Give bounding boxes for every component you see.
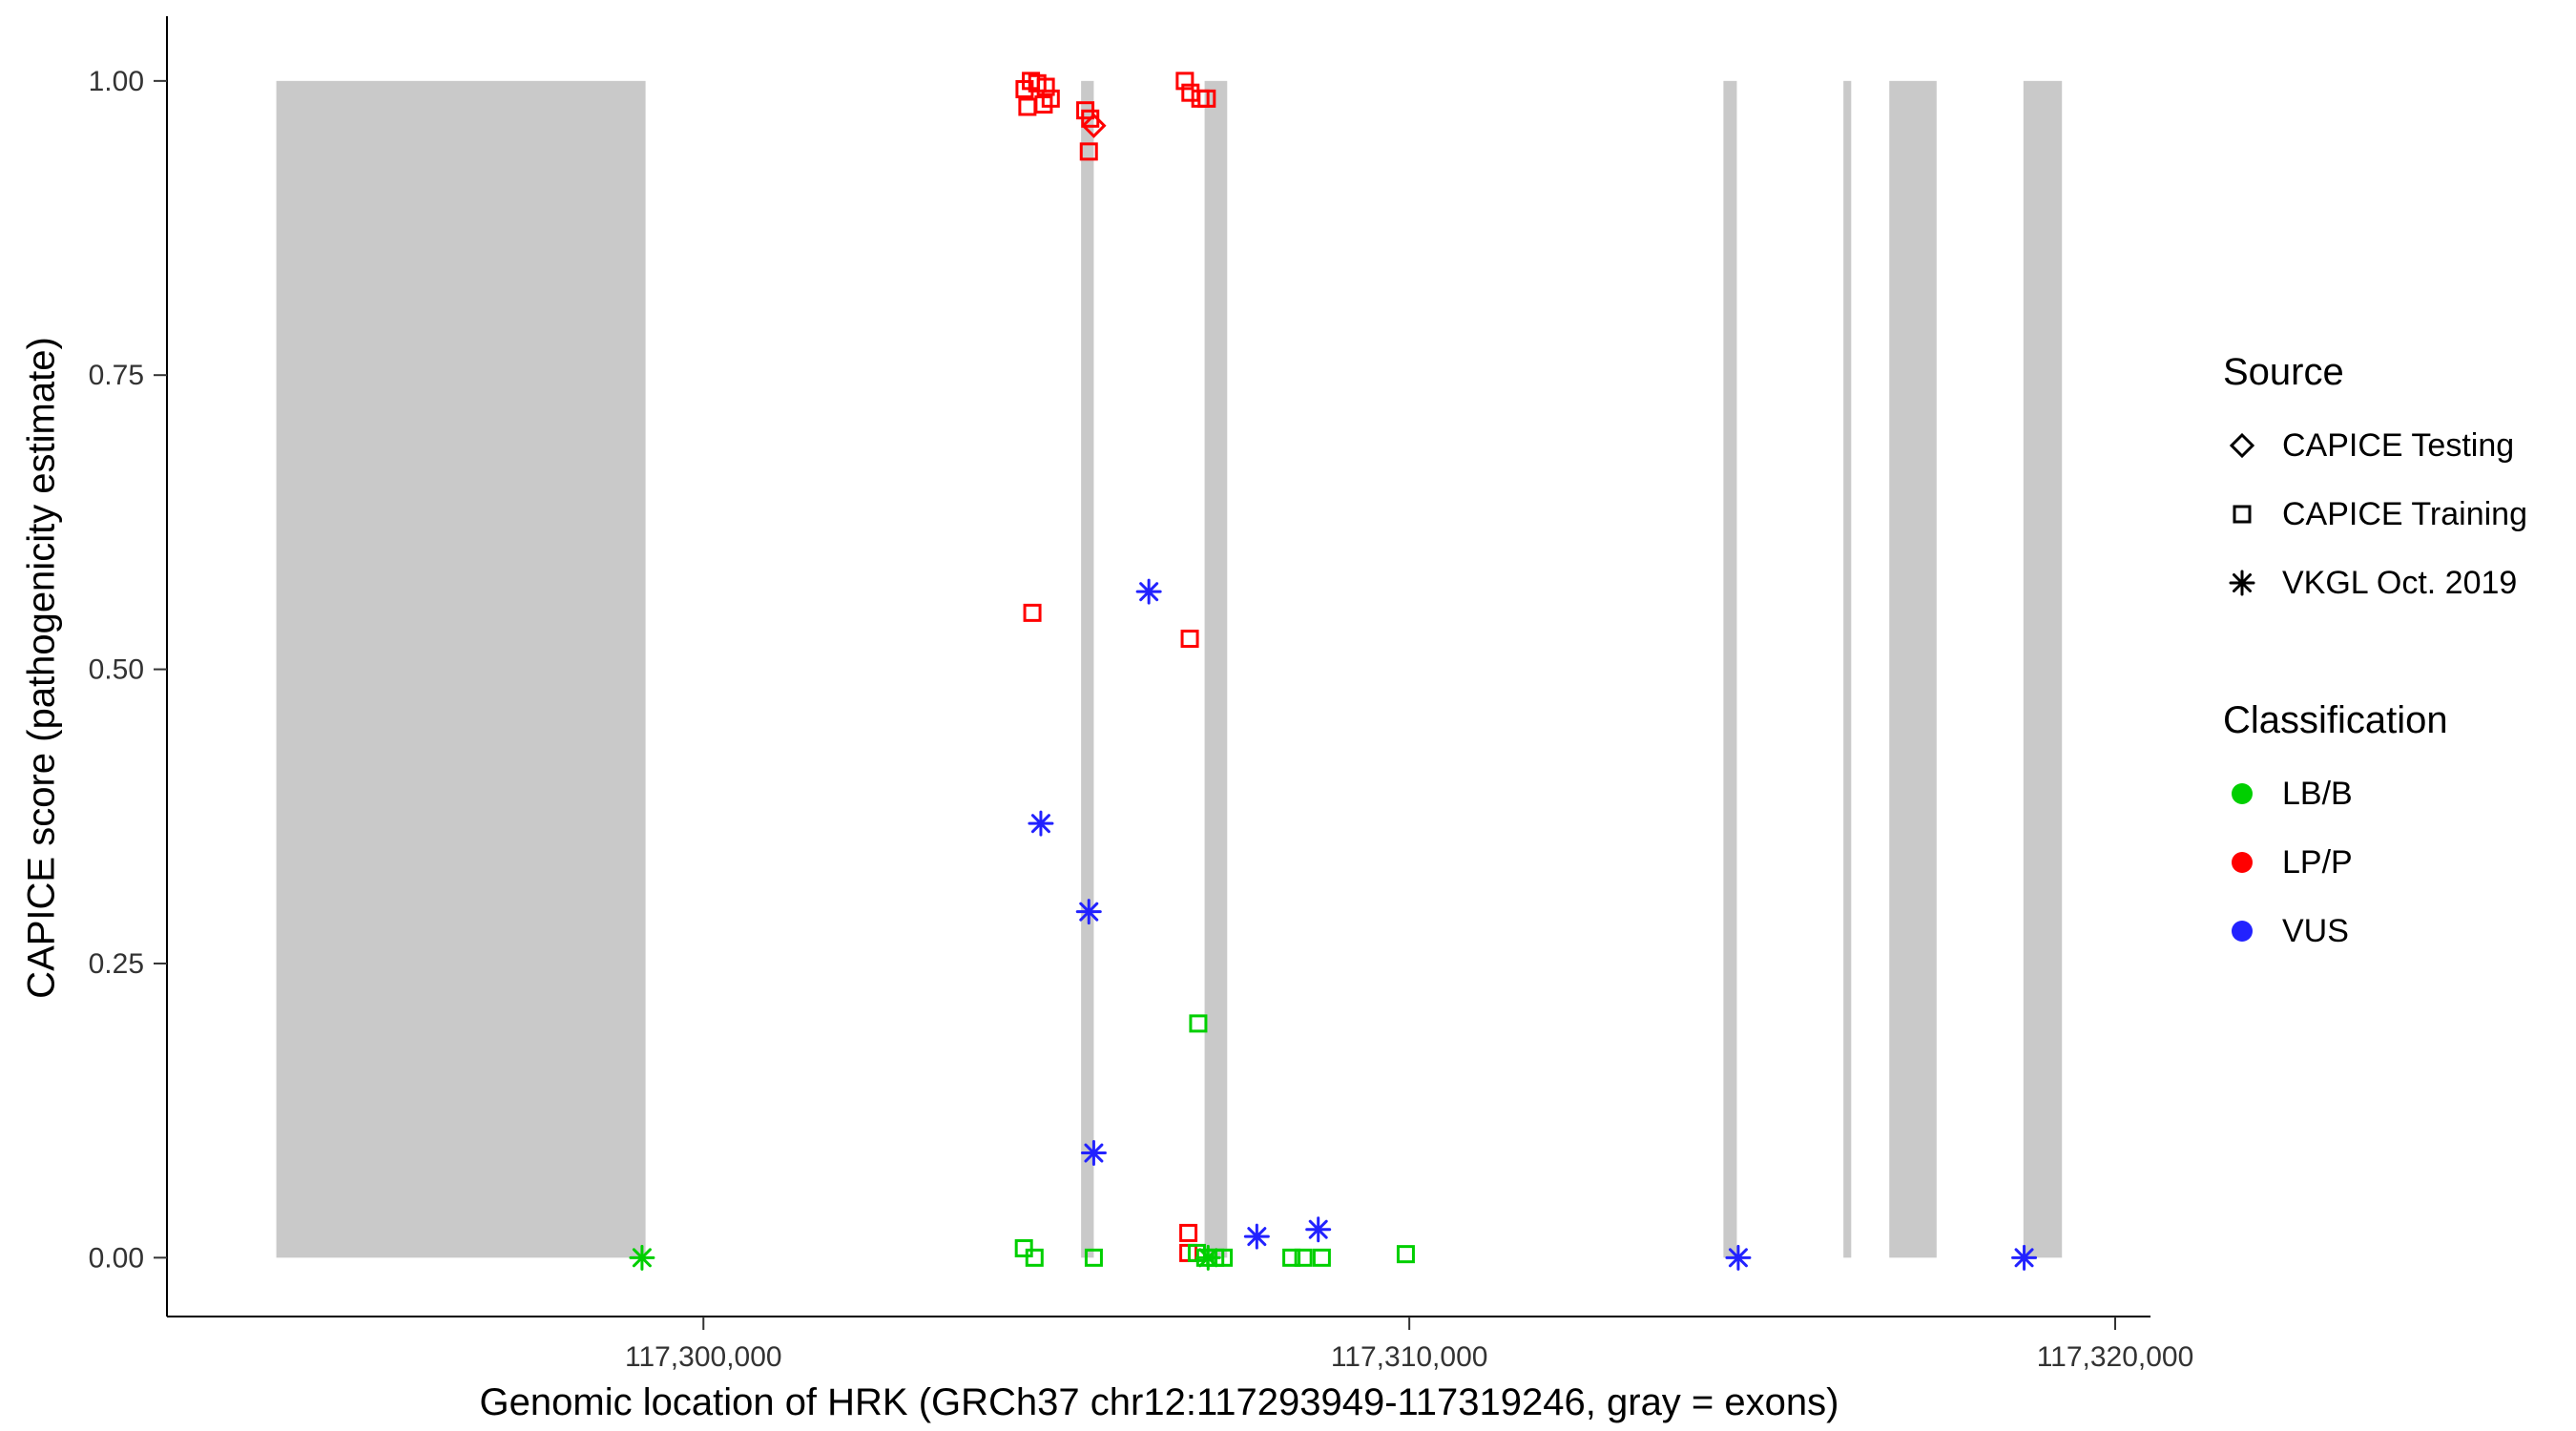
x-tick-label: 117,310,000 — [1331, 1341, 1488, 1373]
data-point — [1189, 1014, 1208, 1033]
data-point — [1025, 1248, 1044, 1267]
legend-item-vus: VUS — [2223, 897, 2527, 965]
y-tick-label: 0.50 — [89, 654, 144, 686]
data-point — [1396, 1245, 1415, 1264]
data-point — [1075, 899, 1102, 925]
data-point — [1036, 77, 1055, 96]
legend-item-vkgl: VKGL Oct. 2019 — [2223, 549, 2527, 617]
data-point — [1135, 578, 1162, 605]
exon-band — [276, 80, 646, 1258]
legend: Source CAPICE Testing CAPICE Training — [2223, 351, 2527, 965]
data-point — [1179, 1223, 1198, 1242]
exon-band — [2023, 80, 2063, 1258]
data-point — [1018, 97, 1037, 116]
red-dot-icon — [2232, 852, 2253, 873]
data-point — [1294, 1248, 1313, 1267]
data-point — [1282, 1248, 1301, 1267]
x-tick-label: 117,300,000 — [625, 1341, 782, 1373]
y-tick-label: 0.00 — [89, 1242, 144, 1274]
data-point — [629, 1244, 655, 1271]
exon-band — [1081, 80, 1094, 1258]
exon-band — [1889, 80, 1937, 1258]
legend-source-title: Source — [2223, 351, 2344, 393]
data-point — [1305, 1216, 1332, 1243]
legend-item-label: CAPICE Training — [2282, 495, 2527, 532]
legend-item-label: CAPICE Testing — [2282, 426, 2515, 464]
legend-item-lpp: LP/P — [2223, 828, 2527, 897]
legend-item-label: VKGL Oct. 2019 — [2282, 564, 2518, 601]
data-point — [1014, 1238, 1033, 1257]
asterisk-icon — [2229, 570, 2255, 596]
data-point — [1180, 630, 1199, 649]
green-dot-icon — [2232, 783, 2253, 804]
x-axis-title: Genomic location of HRK (GRCh37 chr12:11… — [479, 1381, 1839, 1423]
data-point — [1034, 95, 1053, 114]
legend-item-capice-testing: CAPICE Testing — [2223, 411, 2527, 480]
y-axis-title: CAPICE score (pathogenicity estimate) — [20, 337, 63, 999]
exon-band — [1204, 80, 1228, 1258]
legend-item-label: LP/P — [2282, 843, 2353, 881]
data-point — [1175, 72, 1195, 91]
data-point — [1312, 1248, 1331, 1267]
exon-band — [1843, 80, 1852, 1258]
square-icon — [2233, 505, 2252, 524]
y-tick-label: 0.75 — [89, 360, 144, 391]
legend-group-classification: Classification LB/B LP/P VUS — [2223, 699, 2527, 965]
data-point — [1081, 113, 1107, 138]
data-point — [1197, 89, 1216, 108]
data-point — [1028, 810, 1054, 837]
data-point — [1215, 1248, 1234, 1267]
x-tick-label: 117,320,000 — [2037, 1341, 2194, 1373]
data-point — [1023, 603, 1042, 622]
diamond-icon — [2229, 432, 2255, 459]
data-point — [1084, 1248, 1103, 1267]
legend-item-label: VUS — [2282, 912, 2349, 949]
data-point — [1195, 1248, 1215, 1267]
legend-item-capice-training: CAPICE Training — [2223, 480, 2527, 549]
exon-band — [1723, 80, 1737, 1258]
legend-group-source: Source CAPICE Testing CAPICE Training — [2223, 351, 2527, 617]
data-point — [1080, 1140, 1107, 1167]
blue-dot-icon — [2232, 921, 2253, 942]
legend-item-lbb: LB/B — [2223, 759, 2527, 828]
data-point — [2011, 1244, 2038, 1271]
y-tick-label: 0.25 — [89, 948, 144, 980]
data-point — [1725, 1244, 1752, 1271]
legend-classification-title: Classification — [2223, 699, 2448, 741]
data-point — [1243, 1223, 1270, 1250]
data-point — [1079, 142, 1098, 161]
y-tick-label: 1.00 — [89, 66, 144, 97]
legend-item-label: LB/B — [2282, 775, 2353, 812]
